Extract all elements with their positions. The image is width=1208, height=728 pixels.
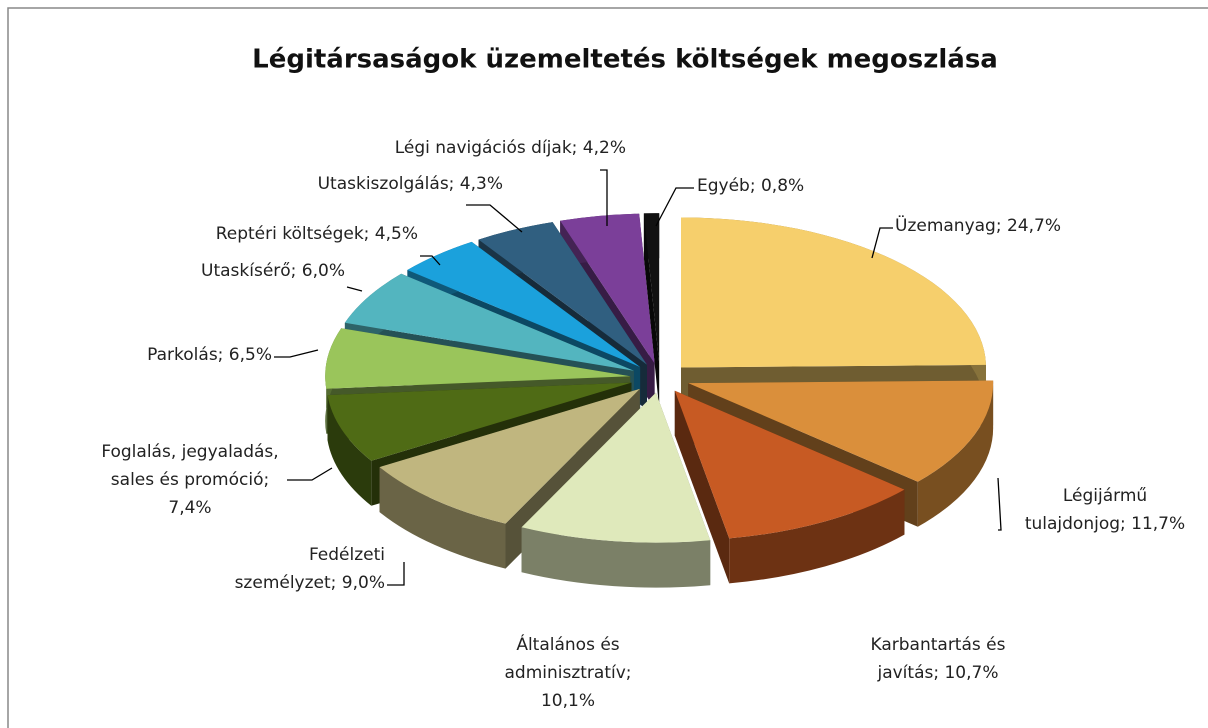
pie-slice [407, 241, 641, 367]
leader-line [871, 227, 893, 259]
pie-slice [478, 222, 647, 365]
leader-line [420, 255, 441, 266]
data-label: Egyéb; 0,8% [697, 176, 804, 196]
data-label: Légi navigációs díjak; 4,2% [395, 138, 626, 158]
pie-slice-side [643, 213, 660, 409]
data-label: Fedélzeti [309, 545, 385, 565]
leader-line [346, 286, 363, 292]
data-label: Foglalás, jegyaladás, [101, 442, 278, 462]
leader-line [287, 467, 333, 481]
data-label: 10,1% [541, 691, 595, 711]
data-label: Üzemanyag; 24,7% [895, 214, 1061, 236]
pie-slice [521, 392, 711, 543]
pie-slice [688, 380, 994, 482]
data-label: adminisztratív; [504, 663, 631, 683]
leader-line [387, 562, 405, 586]
leader-line [274, 349, 319, 358]
data-label: Karbantartás és [871, 635, 1006, 655]
data-label: Utaskísérő; 6,0% [201, 261, 345, 281]
chart-title: Légitársaságok üzemeltetés költségek meg… [252, 45, 998, 75]
leader-line [997, 477, 1002, 531]
data-label: javítás; 10,7% [876, 663, 998, 683]
pie-slice [681, 217, 986, 368]
pie-slice-side [729, 489, 905, 584]
pie-slice [674, 390, 905, 539]
data-label: Reptéri költségek; 4,5% [216, 224, 418, 244]
data-label: Utaskiszolgálás; 4,3% [318, 174, 503, 194]
data-label: Parkolás; 6,5% [147, 345, 272, 365]
pie-slice [344, 273, 634, 371]
pie-slice [643, 213, 660, 364]
data-label: személyzet; 9,0% [235, 573, 385, 593]
pie-slice-side [379, 467, 506, 569]
data-label: sales és promóció; [111, 470, 269, 490]
pie-slice [379, 388, 640, 524]
pie-slice [327, 382, 632, 461]
pie-slice-side [327, 395, 372, 506]
pie-slice-side [917, 380, 994, 527]
leader-line [655, 187, 694, 227]
pie-slice [560, 213, 655, 364]
pie-slice [325, 328, 631, 389]
leader-line [600, 169, 608, 226]
data-label: Általános és [516, 633, 619, 655]
data-label: 7,4% [168, 498, 211, 518]
pie-slice-side [521, 527, 711, 588]
data-label: tulajdonjog; 11,7% [1025, 514, 1185, 534]
leader-line [466, 204, 523, 233]
pie-slice-side [674, 390, 730, 584]
data-label: Légijármű [1063, 486, 1147, 506]
